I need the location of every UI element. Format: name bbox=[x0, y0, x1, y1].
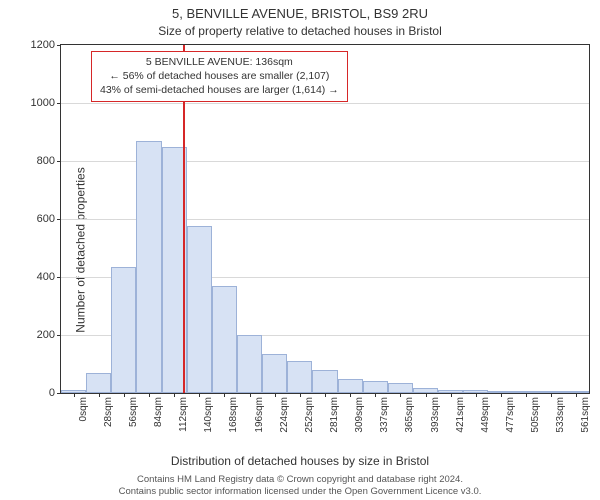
annotation-box: 5 BENVILLE AVENUE: 136sqm← 56% of detach… bbox=[91, 51, 348, 102]
x-tick-mark bbox=[74, 393, 75, 397]
x-axis-label: Distribution of detached houses by size … bbox=[0, 454, 600, 468]
x-tick-mark bbox=[275, 393, 276, 397]
x-tick-label: 56sqm bbox=[128, 397, 139, 427]
histogram-bar bbox=[237, 335, 262, 393]
histogram-bar bbox=[287, 361, 312, 393]
x-tick-label: 505sqm bbox=[530, 397, 541, 433]
y-tick-mark bbox=[57, 45, 61, 46]
x-tick-label: 28sqm bbox=[103, 397, 114, 427]
x-tick-label: 477sqm bbox=[505, 397, 516, 433]
x-tick-mark bbox=[350, 393, 351, 397]
x-tick-mark bbox=[451, 393, 452, 397]
y-tick-mark bbox=[57, 277, 61, 278]
histogram-bar bbox=[262, 354, 287, 393]
histogram-bar bbox=[363, 381, 388, 393]
x-tick-label: 449sqm bbox=[480, 397, 491, 433]
y-tick-label: 800 bbox=[37, 155, 55, 167]
y-tick-mark bbox=[57, 335, 61, 336]
y-tick-label: 400 bbox=[37, 271, 55, 283]
histogram-bar bbox=[111, 267, 136, 393]
annotation-line3: 43% of semi-detached houses are larger (… bbox=[100, 83, 339, 97]
footnote-line1: Contains HM Land Registry data © Crown c… bbox=[137, 474, 463, 485]
x-tick-label: 252sqm bbox=[304, 397, 315, 433]
x-tick-label: 365sqm bbox=[404, 397, 415, 433]
x-tick-mark bbox=[199, 393, 200, 397]
y-tick-mark bbox=[57, 161, 61, 162]
x-tick-label: 196sqm bbox=[254, 397, 265, 433]
x-tick-mark bbox=[250, 393, 251, 397]
footnote: Contains HM Land Registry data © Crown c… bbox=[0, 474, 600, 498]
x-tick-mark bbox=[124, 393, 125, 397]
histogram-bar bbox=[338, 379, 363, 394]
x-tick-label: 224sqm bbox=[279, 397, 290, 433]
x-tick-label: 533sqm bbox=[555, 397, 566, 433]
y-tick-label: 200 bbox=[37, 329, 55, 341]
y-tick-mark bbox=[57, 103, 61, 104]
annotation-line1: 5 BENVILLE AVENUE: 136sqm bbox=[100, 55, 339, 69]
histogram-bar bbox=[312, 370, 337, 393]
x-tick-mark bbox=[99, 393, 100, 397]
x-tick-mark bbox=[375, 393, 376, 397]
y-tick-label: 1000 bbox=[31, 97, 55, 109]
x-tick-mark bbox=[325, 393, 326, 397]
x-tick-label: 337sqm bbox=[379, 397, 390, 433]
grid-line bbox=[61, 103, 589, 104]
chart-subtitle: Size of property relative to detached ho… bbox=[0, 24, 600, 38]
x-tick-label: 421sqm bbox=[455, 397, 466, 433]
x-tick-mark bbox=[476, 393, 477, 397]
y-tick-label: 1200 bbox=[31, 39, 55, 51]
y-tick-mark bbox=[57, 219, 61, 220]
x-tick-mark bbox=[551, 393, 552, 397]
histogram-bar bbox=[212, 286, 237, 393]
x-tick-mark bbox=[224, 393, 225, 397]
histogram-bar bbox=[86, 373, 111, 393]
x-tick-mark bbox=[300, 393, 301, 397]
chart-container: 5, BENVILLE AVENUE, BRISTOL, BS9 2RU Siz… bbox=[0, 0, 600, 500]
x-tick-label: 393sqm bbox=[430, 397, 441, 433]
x-tick-mark bbox=[576, 393, 577, 397]
x-tick-label: 561sqm bbox=[580, 397, 591, 433]
x-tick-label: 168sqm bbox=[228, 397, 239, 433]
histogram-bar bbox=[388, 383, 413, 393]
histogram-bar bbox=[187, 226, 212, 393]
x-tick-label: 309sqm bbox=[354, 397, 365, 433]
histogram-bar bbox=[136, 141, 161, 393]
x-tick-mark bbox=[426, 393, 427, 397]
y-tick-label: 0 bbox=[49, 387, 55, 399]
x-tick-mark bbox=[174, 393, 175, 397]
x-tick-label: 84sqm bbox=[153, 397, 164, 427]
x-tick-mark bbox=[149, 393, 150, 397]
annotation-line2: ← 56% of detached houses are smaller (2,… bbox=[100, 69, 339, 83]
x-tick-mark bbox=[400, 393, 401, 397]
chart-title: 5, BENVILLE AVENUE, BRISTOL, BS9 2RU bbox=[0, 6, 600, 21]
x-tick-label: 140sqm bbox=[203, 397, 214, 433]
x-tick-label: 0sqm bbox=[78, 397, 89, 421]
plot-area: 0200400600800100012000sqm28sqm56sqm84sqm… bbox=[60, 44, 590, 394]
x-tick-label: 281sqm bbox=[329, 397, 340, 433]
x-tick-mark bbox=[501, 393, 502, 397]
y-tick-mark bbox=[57, 393, 61, 394]
x-tick-label: 112sqm bbox=[178, 397, 189, 432]
y-tick-label: 600 bbox=[37, 213, 55, 225]
footnote-line2: Contains public sector information licen… bbox=[119, 486, 482, 497]
x-tick-mark bbox=[526, 393, 527, 397]
